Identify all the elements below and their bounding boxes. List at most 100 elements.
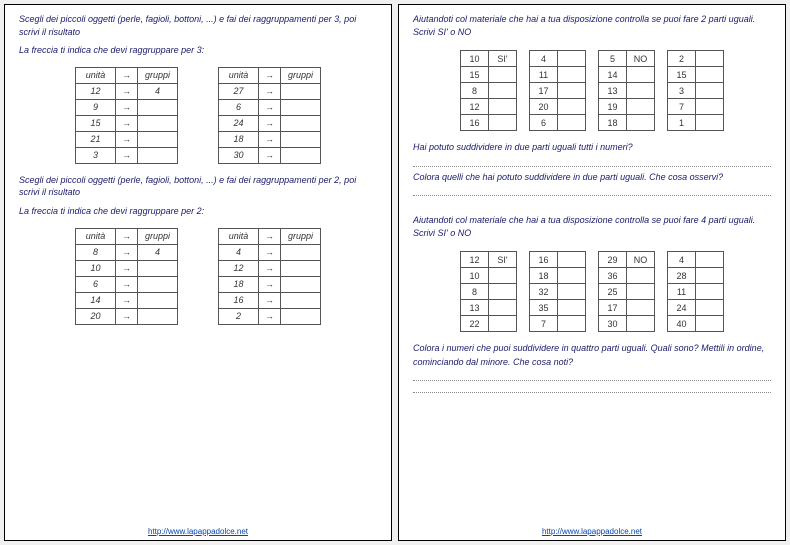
table-row: 29NO — [599, 252, 655, 268]
instruction-text: Aiutandoti col materiale che hai a tua d… — [413, 13, 771, 38]
table-row: 10→ — [76, 260, 178, 276]
table-row: 14→ — [76, 292, 178, 308]
num-cell: 17 — [599, 300, 627, 316]
cell-arrow: → — [259, 244, 281, 260]
cell-unita: 12 — [219, 260, 259, 276]
cell-gruppi — [138, 131, 178, 147]
answer-cell — [627, 67, 655, 83]
answer-cell — [696, 268, 724, 284]
num-cell: 40 — [668, 316, 696, 332]
cell-unita: 6 — [76, 276, 116, 292]
cell-unita: 6 — [219, 99, 259, 115]
num-cell: 32 — [530, 284, 558, 300]
cell-unita: 18 — [219, 276, 259, 292]
col-header-unita: unità — [76, 67, 116, 83]
table-row: 12→ — [219, 260, 321, 276]
num-cell: 13 — [599, 83, 627, 99]
num-cell: 11 — [530, 67, 558, 83]
answer-cell — [489, 67, 517, 83]
table-row: 5NO — [599, 51, 655, 67]
cell-arrow: → — [116, 99, 138, 115]
col-header-gruppi: gruppi — [138, 67, 178, 83]
answer-cell: NO — [627, 51, 655, 67]
table-row: 13 — [461, 300, 517, 316]
table-row: 21→ — [76, 131, 178, 147]
table-row: 2 — [668, 51, 724, 67]
answer-cell — [696, 99, 724, 115]
answer-cell — [558, 316, 586, 332]
cell-arrow: → — [116, 83, 138, 99]
num-table-2b: 161832357 — [529, 251, 586, 332]
answer-cell — [696, 252, 724, 268]
table-row: 36 — [599, 268, 655, 284]
table-row: 7 — [668, 99, 724, 115]
answer-cell — [558, 51, 586, 67]
answer-cell — [696, 284, 724, 300]
table-row: 9→ — [76, 99, 178, 115]
num-cell: 13 — [461, 300, 489, 316]
cell-arrow: → — [116, 131, 138, 147]
cell-arrow: → — [116, 147, 138, 163]
grouping-table-1b: unità → gruppi 27→6→24→18→30→ — [218, 67, 321, 164]
num-cell: 25 — [599, 284, 627, 300]
hint-text: La freccia ti indica che devi raggruppar… — [19, 205, 377, 218]
table-row: 2→ — [219, 308, 321, 324]
cell-arrow: → — [259, 308, 281, 324]
cell-unita: 20 — [76, 308, 116, 324]
table-row: 12→4 — [76, 83, 178, 99]
num-cell: 14 — [599, 67, 627, 83]
question-text: Colora i numeri che puoi suddividere in … — [413, 342, 771, 393]
num-cell: 18 — [599, 115, 627, 131]
num-cell: 6 — [530, 115, 558, 131]
table-row: 4→ — [219, 244, 321, 260]
instruction-text: Scegli dei piccoli oggetti (perle, fagio… — [19, 13, 377, 38]
num-cell: 30 — [599, 316, 627, 332]
table-row: 6 — [530, 115, 586, 131]
table-row: 4 — [668, 252, 724, 268]
question-text: Colora quelli che hai potuto suddividere… — [413, 171, 771, 197]
num-cell: 8 — [461, 83, 489, 99]
table-row: 19 — [599, 99, 655, 115]
num-cell: 22 — [461, 316, 489, 332]
num-cell: 11 — [668, 284, 696, 300]
num-cell: 24 — [668, 300, 696, 316]
num-cell: 17 — [530, 83, 558, 99]
cell-arrow: → — [259, 83, 281, 99]
footer-link[interactable]: http://www.lapappadolce.net — [148, 527, 248, 536]
num-cell: 3 — [668, 83, 696, 99]
answer-cell — [627, 284, 655, 300]
table-row: 18 — [599, 115, 655, 131]
answer-cell — [558, 268, 586, 284]
col-header-unita: unità — [76, 228, 116, 244]
grouping-table-2b: unità → gruppi 4→12→18→16→2→ — [218, 228, 321, 325]
answer-cell — [489, 300, 517, 316]
num-cell: 10 — [461, 51, 489, 67]
col-header-gruppi: gruppi — [281, 228, 321, 244]
table-row: 8 — [461, 83, 517, 99]
tables-row-1: unità → gruppi 12→49→15→21→3→ unità → gr… — [19, 67, 377, 164]
num-cell: 4 — [530, 51, 558, 67]
answer-cell: SI' — [489, 51, 517, 67]
cell-gruppi — [138, 260, 178, 276]
answer-cell — [489, 268, 517, 284]
answer-line — [413, 186, 771, 196]
table-row: 7 — [530, 316, 586, 332]
cell-arrow: → — [259, 260, 281, 276]
cell-arrow: → — [116, 276, 138, 292]
question-1: Hai potuto suddividere in due parti ugua… — [413, 142, 633, 152]
footer-link[interactable]: http://www.lapappadolce.net — [542, 527, 642, 536]
cell-gruppi — [138, 147, 178, 163]
answer-cell — [558, 67, 586, 83]
answer-cell — [696, 316, 724, 332]
col-header-arrow: → — [259, 67, 281, 83]
table-row: 17 — [599, 300, 655, 316]
table-row: 40 — [668, 316, 724, 332]
answer-line — [413, 157, 771, 167]
answer-cell — [558, 300, 586, 316]
cell-unita: 10 — [76, 260, 116, 276]
table-row: 13 — [599, 83, 655, 99]
table-row: 6→ — [219, 99, 321, 115]
answer-cell — [558, 115, 586, 131]
num-cell: 2 — [668, 51, 696, 67]
table-row: 35 — [530, 300, 586, 316]
